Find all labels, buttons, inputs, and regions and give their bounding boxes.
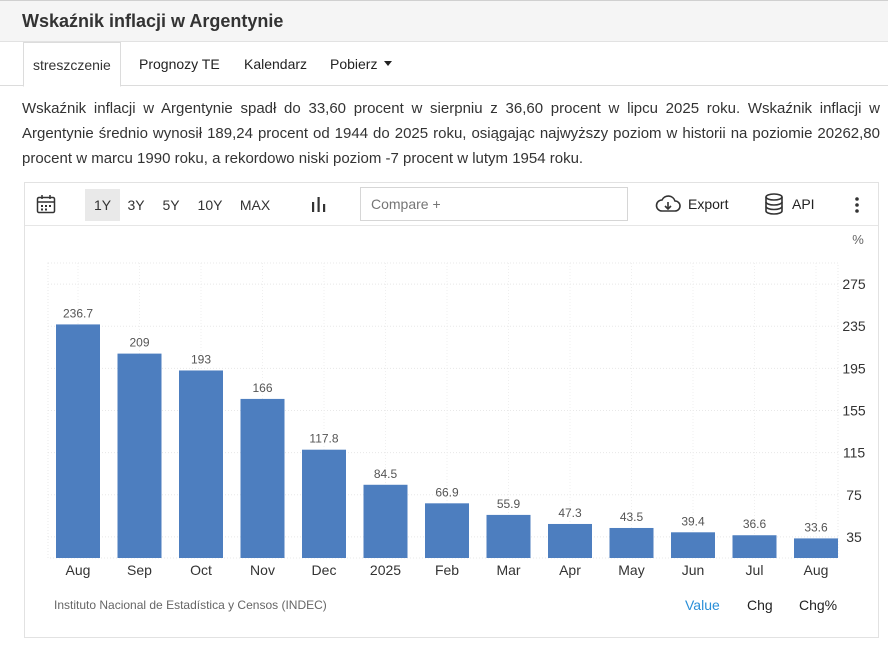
bar-11[interactable] — [732, 535, 777, 558]
y-tick-label: 275 — [842, 276, 866, 292]
y-tick-label: 195 — [842, 360, 866, 376]
bar-value-label: 193 — [191, 352, 211, 366]
bar-value-label: 36.6 — [743, 517, 767, 531]
range-3y-button[interactable]: 3Y — [127, 197, 145, 213]
tab-summary-label: streszczenie — [33, 57, 111, 73]
tab-bar: streszczenie Prognozy TE Kalendarz Pobie… — [0, 42, 888, 87]
x-tick-label: 2025 — [370, 562, 401, 578]
x-tick-label: Oct — [190, 562, 212, 578]
tab-forecasts-label: Prognozy TE — [139, 56, 220, 72]
view-change-percent-button[interactable]: Chg% — [799, 597, 838, 613]
caret-down-icon — [384, 60, 393, 66]
cloud-download-icon[interactable] — [655, 194, 681, 219]
page-header: Wskaźnik inflacji w Argentynie — [0, 0, 888, 42]
bar-chart: % 236.7 209 193 166 117.8 84.5 66.9 55.9 47.3 43.… — [47, 232, 866, 578]
bar-10[interactable] — [671, 532, 715, 558]
bar-2[interactable] — [179, 370, 223, 558]
y-tick-label: 35 — [846, 529, 862, 545]
y-tick-label: 155 — [842, 403, 866, 419]
view-value-button[interactable]: Value — [685, 597, 720, 613]
bar-value-label: 84.5 — [374, 467, 398, 481]
y-tick-label: 75 — [846, 487, 862, 503]
x-tick-label: Jul — [746, 562, 764, 578]
x-tick-label: Aug — [66, 562, 91, 578]
range-5y-button[interactable]: 5Y — [162, 197, 180, 213]
y-tick-label: 115 — [843, 445, 866, 461]
x-tick-label: Dec — [312, 562, 337, 578]
tab-calendar[interactable]: Kalendarz — [244, 42, 307, 86]
bar-12[interactable] — [794, 538, 838, 558]
api-button[interactable]: API — [792, 196, 815, 212]
chart-bars — [56, 324, 838, 558]
view-change-button[interactable]: Chg — [747, 597, 773, 613]
x-tick-label: May — [618, 562, 644, 578]
bar-value-label: 33.6 — [804, 520, 828, 534]
y-tick-label: 235 — [842, 318, 866, 334]
bar-value-label: 47.3 — [558, 506, 582, 520]
source-note: Instituto Nacional de Estadística y Cens… — [54, 598, 327, 612]
bar-3[interactable] — [240, 398, 285, 558]
range-max-button[interactable]: MAX — [239, 197, 271, 213]
x-tick-label: Sep — [127, 562, 152, 578]
compare-input[interactable] — [360, 187, 628, 221]
bar-value-label: 43.5 — [620, 510, 644, 524]
x-tick-label: Aug — [804, 562, 829, 578]
tab-calendar-label: Kalendarz — [244, 56, 308, 72]
export-button[interactable]: Export — [688, 196, 729, 212]
tab-download-label: Pobierz — [330, 56, 378, 72]
chart-toolbar: 1Y 3Y 5Y 10Y MAX Export API — [25, 183, 878, 226]
chart-x-ticks: Aug Sep Oct Nov Dec 2025 Feb Mar Apr May Jun Jul Aug — [66, 562, 829, 578]
database-icon[interactable] — [764, 193, 784, 220]
tab-summary[interactable]: streszczenie — [23, 42, 121, 87]
x-tick-label: Apr — [559, 562, 581, 578]
tab-download[interactable]: Pobierz — [330, 42, 393, 86]
x-tick-label: Mar — [496, 562, 520, 578]
vertical-ellipsis-icon[interactable] — [851, 196, 863, 219]
chart-y-ticks: 35 75 115 155 195 235 275 — [842, 276, 866, 545]
bar-value-label: 166 — [252, 381, 272, 395]
y-axis-unit: % — [852, 232, 864, 247]
tab-forecasts[interactable]: Prognozy TE — [139, 42, 220, 86]
chart-value-labels: 236.7 209 193 166 117.8 84.5 66.9 55.9 47.3 43.5 3… — [63, 306, 828, 534]
bar-7[interactable] — [486, 514, 531, 558]
bar-6[interactable] — [425, 503, 469, 558]
bar-9[interactable] — [609, 527, 654, 558]
page-title: Wskaźnik inflacji w Argentynie — [22, 11, 284, 31]
bar-chart-icon[interactable] — [310, 195, 328, 218]
x-tick-label: Jun — [682, 562, 705, 578]
bar-value-label: 66.9 — [435, 485, 459, 499]
bar-value-label: 117.8 — [309, 432, 338, 446]
x-tick-label: Nov — [250, 562, 275, 578]
chart-panel: 1Y 3Y 5Y 10Y MAX Export API % 236.7 209 19… — [24, 182, 879, 638]
range-10y-button[interactable]: 10Y — [197, 197, 223, 213]
bar-value-label: 39.4 — [681, 514, 705, 528]
summary-text: Wskaźnik inflacji w Argentynie spadł do … — [22, 100, 880, 167]
bar-value-label: 209 — [129, 336, 149, 350]
bar-1[interactable] — [117, 353, 162, 558]
bar-value-label: 55.9 — [497, 497, 521, 511]
bar-value-label: 236.7 — [63, 306, 93, 320]
bar-8[interactable] — [548, 523, 592, 558]
calendar-icon[interactable] — [36, 194, 56, 219]
x-tick-label: Feb — [435, 562, 459, 578]
bar-0[interactable] — [56, 324, 100, 558]
bar-5[interactable] — [363, 484, 408, 558]
range-1y-button[interactable]: 1Y — [85, 189, 120, 221]
bar-4[interactable] — [302, 449, 346, 558]
